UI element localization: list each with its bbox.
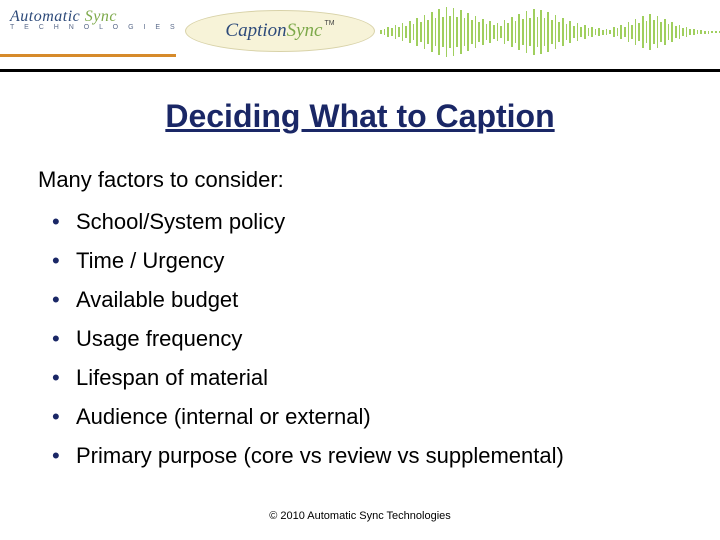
slide-footer-copyright: © 2010 Automatic Sync Technologies: [0, 510, 720, 522]
logo-word-automatic: Automatic: [10, 8, 80, 25]
slide-title: Deciding What to Caption: [38, 98, 682, 135]
slide-content: Deciding What to Caption Many factors to…: [0, 68, 720, 469]
logo-subtitle-technologies: T E C H N O L O G I E S: [10, 24, 179, 31]
factor-item: Usage frequency: [52, 326, 682, 352]
factor-item: Audience (internal or external): [52, 404, 682, 430]
slide-header: Automatic Sync T E C H N O L O G I E S C…: [0, 0, 720, 68]
waveform-graphic: [380, 4, 720, 60]
factor-item: School/System policy: [52, 209, 682, 235]
logo-oval: CaptionSyncTM: [185, 10, 375, 52]
slide-intro-text: Many factors to consider:: [38, 167, 682, 193]
factor-item: Lifespan of material: [52, 365, 682, 391]
factor-item: Available budget: [52, 287, 682, 313]
logo-word-sync2: Sync: [287, 20, 323, 41]
logo-word-sync: Sync: [85, 8, 117, 25]
logo-word-caption: Caption: [225, 20, 286, 41]
trademark-symbol: TM: [325, 20, 335, 27]
factor-item: Primary purpose (core vs review vs suppl…: [52, 443, 682, 469]
header-black-rule: [0, 69, 720, 72]
factor-item: Time / Urgency: [52, 248, 682, 274]
product-logo-captionsync: CaptionSyncTM: [185, 4, 615, 56]
factor-list: School/System policy Time / Urgency Availa…: [38, 209, 682, 469]
orange-divider: [0, 54, 176, 57]
company-logo-left: Automatic Sync T E C H N O L O G I E S: [10, 8, 179, 31]
